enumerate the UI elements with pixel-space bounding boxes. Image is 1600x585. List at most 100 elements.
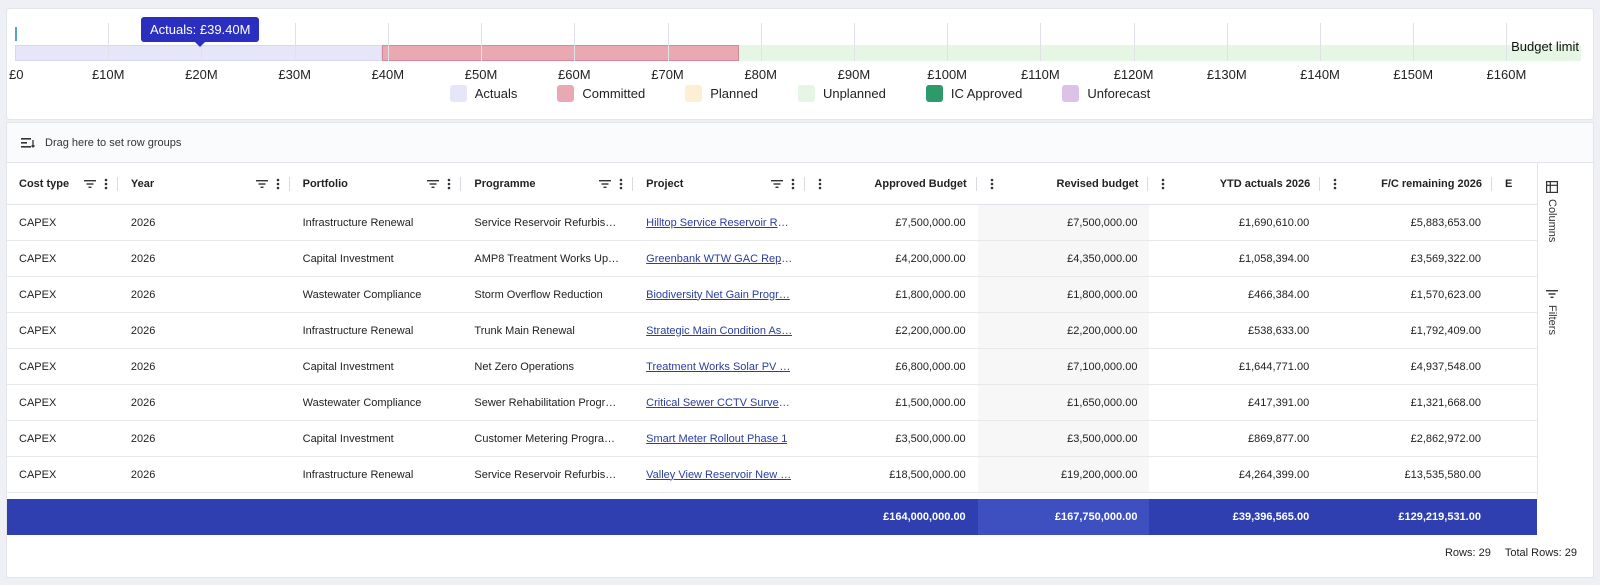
cell-approved-budget: £3,500,000.00	[806, 421, 978, 456]
legend-item-actuals[interactable]: Actuals	[449, 85, 517, 102]
column-menu-icon[interactable]	[447, 178, 451, 190]
project-link[interactable]: Hilltop Service Reservoir Re…	[646, 216, 794, 229]
legend-item-planned[interactable]: Planned	[685, 85, 758, 102]
table-row[interactable]: CAPEX 2026 Infrastructure Renewal Service R…	[7, 205, 1537, 241]
column-menu-icon[interactable]	[990, 178, 994, 190]
cell-cost-type: CAPEX	[7, 457, 119, 492]
table-row[interactable]: CAPEX 2026 Capital Investment Net Zero Oper…	[7, 349, 1537, 385]
column-resize-handle[interactable]	[1147, 177, 1149, 191]
column-filter-icon[interactable]	[255, 179, 268, 189]
column-resize-handle[interactable]	[975, 177, 977, 191]
cell-text: Infrastructure Renewal	[302, 468, 414, 481]
cell-year: 2026	[119, 205, 291, 240]
gridline	[667, 23, 669, 61]
gridline	[947, 23, 949, 61]
legend-label: Planned	[710, 86, 758, 101]
legend-item-ic-approved[interactable]: IC Approved	[925, 85, 1022, 102]
legend-label: Committed	[582, 86, 646, 101]
cell-revised-budget: £1,650,000.00	[977, 385, 1150, 420]
cell-ytd-actuals-2026: £4,264,399.00	[1149, 457, 1321, 492]
legend-item-unplanned[interactable]: Unplanned	[797, 85, 886, 102]
column-resize-handle[interactable]	[288, 177, 290, 191]
bar-segment-actuals[interactable]	[15, 45, 383, 61]
table-row[interactable]: CAPEX 2026 Infrastructure Renewal Service R…	[7, 457, 1537, 493]
table-row[interactable]: CAPEX 2026 Capital Investment Customer Mete…	[7, 421, 1537, 457]
cell-text: Infrastructure Renewal	[302, 324, 414, 337]
column-menu-icon[interactable]	[1161, 178, 1165, 190]
cell-text: CAPEX	[19, 288, 57, 301]
column-resize-handle[interactable]	[1319, 177, 1321, 191]
column-resize-handle[interactable]	[116, 177, 118, 191]
budget-bar-track[interactable]	[15, 45, 1581, 61]
table-row[interactable]: CAPEX 2026 Wastewater Compliance Sewer Reha…	[7, 385, 1537, 421]
gridline	[481, 23, 483, 61]
x-tick-label: £90M	[837, 67, 871, 82]
legend-item-committed[interactable]: Committed	[557, 85, 645, 102]
column-menu-icon[interactable]	[1333, 178, 1337, 190]
column-header-e[interactable]: E	[1493, 163, 1537, 205]
project-link[interactable]: Valley View Reservoir New …	[646, 468, 792, 481]
columns-tool-tab[interactable]: Columns	[1538, 181, 1566, 242]
bar-segment-committed[interactable]	[382, 45, 740, 61]
cell-text: Wastewater Compliance	[302, 288, 422, 301]
column-header-ytd-actuals-2026[interactable]: YTD actuals 2026	[1149, 163, 1321, 205]
cell-overflow	[1493, 277, 1537, 312]
cell-year: 2026	[119, 421, 291, 456]
column-header-cost-type[interactable]: Cost type	[7, 163, 119, 205]
column-menu-icon[interactable]	[619, 178, 623, 190]
cell-text: £538,633.00	[1248, 324, 1310, 337]
filters-tool-tab[interactable]: Filters	[1538, 289, 1566, 335]
cell-text: Customer Metering Progra…	[474, 432, 615, 445]
project-link[interactable]: Smart Meter Rollout Phase 1	[646, 432, 788, 445]
project-link[interactable]: Critical Sewer CCTV Survey…	[646, 396, 794, 409]
legend-swatch	[797, 85, 815, 102]
column-header-revised-budget[interactable]: Revised budget	[978, 163, 1150, 205]
cell-text: £1,644,771.00	[1238, 360, 1310, 373]
table-row[interactable]: CAPEX 2026 Infrastructure Renewal Trunk Mai…	[7, 313, 1537, 349]
cell-programme: Service Reservoir Refurbish…	[462, 205, 634, 240]
cell-text: £1,321,668.00	[1410, 396, 1481, 409]
cell-text: £13,535,580.00	[1404, 468, 1481, 481]
column-menu-icon[interactable]	[104, 178, 108, 190]
column-header-portfolio[interactable]: Portfolio	[291, 163, 463, 205]
column-filter-icon[interactable]	[599, 179, 612, 189]
cell-project: Smart Meter Rollout Phase 1	[634, 421, 806, 456]
column-menu-icon[interactable]	[818, 178, 822, 190]
column-resize-handle[interactable]	[460, 177, 462, 191]
column-resize-handle[interactable]	[632, 177, 634, 191]
row-group-drop-zone[interactable]: Drag here to set row groups	[7, 123, 1593, 163]
table-row[interactable]: CAPEX 2026 Wastewater Compliance Storm Over…	[7, 277, 1537, 313]
cell-portfolio: Infrastructure Renewal	[291, 313, 463, 348]
budget-limit-label: Budget limit	[1511, 39, 1579, 54]
cell-overflow	[1493, 313, 1537, 348]
column-menu-icon[interactable]	[276, 178, 280, 190]
cell-text: £19,200,000.00	[1060, 468, 1138, 481]
column-resize-handle[interactable]	[1490, 177, 1492, 191]
total-empty-cell	[119, 499, 291, 535]
cell-text: Service Reservoir Refurbish…	[474, 468, 623, 481]
column-header-approved-budget[interactable]: Approved Budget	[806, 163, 978, 205]
column-header-project[interactable]: Project	[634, 163, 806, 205]
project-link[interactable]: Strategic Main Condition As…	[646, 324, 793, 337]
column-filter-icon[interactable]	[427, 179, 440, 189]
project-link[interactable]: Greenbank WTW GAC Repl…	[646, 252, 794, 265]
legend-swatch	[925, 85, 943, 102]
column-header-year[interactable]: Year	[119, 163, 291, 205]
column-menu-icon[interactable]	[791, 178, 795, 190]
column-header-programme[interactable]: Programme	[462, 163, 634, 205]
project-link[interactable]: Biodiversity Net Gain Progr…	[646, 288, 790, 301]
legend-item-unforecast[interactable]: Unforecast	[1062, 85, 1150, 102]
bar-segment-unplanned[interactable]	[739, 45, 1579, 61]
project-link[interactable]: Treatment Works Solar PV …	[646, 360, 791, 373]
column-header-f-c-remaining-2026[interactable]: F/C remaining 2026	[1321, 163, 1493, 205]
column-filter-icon[interactable]	[770, 179, 783, 189]
cell-year: 2026	[119, 241, 291, 276]
column-filter-icon[interactable]	[83, 179, 96, 189]
cell-text: £4,200,000.00	[895, 252, 966, 265]
cell-programme: Service Reservoir Refurbish…	[462, 457, 634, 492]
cell-text: CAPEX	[19, 252, 57, 265]
cell-project: Biodiversity Net Gain Progr…	[634, 277, 806, 312]
column-resize-handle[interactable]	[803, 177, 805, 191]
table-row[interactable]: CAPEX 2026 Capital Investment AMP8 Treatmen…	[7, 241, 1537, 277]
cell-text: Trunk Main Renewal	[474, 324, 575, 337]
